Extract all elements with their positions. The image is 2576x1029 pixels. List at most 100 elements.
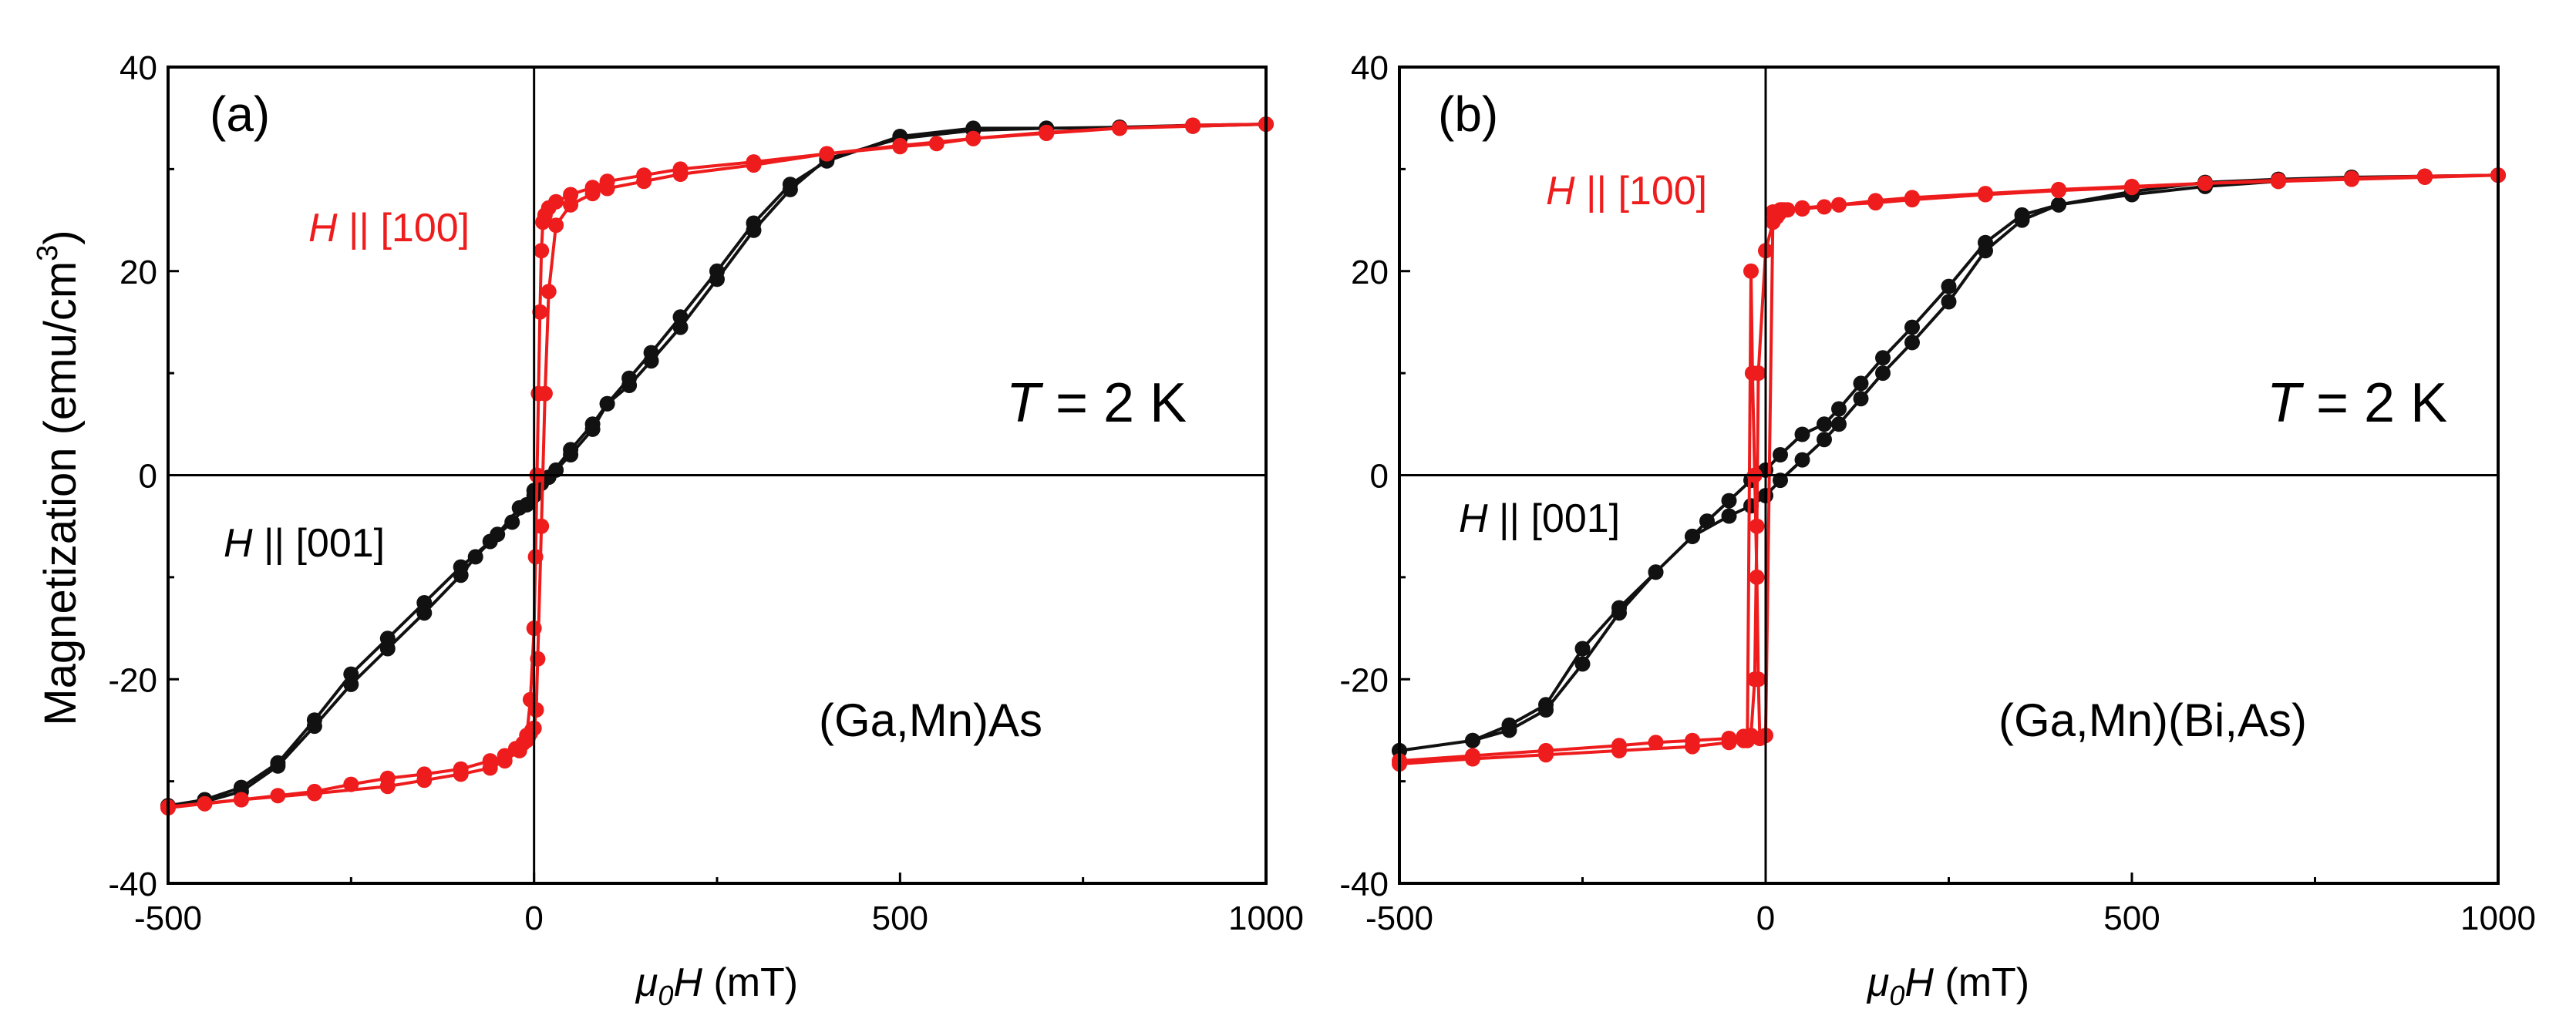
data-point-100-a	[511, 742, 527, 758]
data-point-100-a	[379, 778, 396, 795]
data-point-100-b	[2417, 168, 2433, 184]
data-point-100-a	[519, 728, 535, 744]
data-point-100-a	[540, 284, 557, 300]
data-point-001-a	[306, 718, 322, 735]
data-point-001-a	[453, 567, 469, 583]
data-point-001-b	[1574, 656, 1591, 672]
data-point-001-a	[270, 758, 286, 774]
axis-layer-b: -500 0 500 1000 -40 -20 0 20 40	[1339, 49, 2536, 937]
data-point-001-a	[511, 499, 527, 516]
data-point-100-a	[532, 304, 548, 320]
data-point-001-b	[2014, 207, 2030, 223]
data-point-001-b	[1853, 375, 1869, 392]
data-point-100-a	[534, 243, 550, 259]
data-point-100-b	[2051, 183, 2066, 199]
y-tick-label-a: -20	[108, 661, 157, 699]
data-point-100-a	[819, 146, 835, 162]
data-point-001-b	[1941, 278, 1957, 294]
data-point-001-a	[490, 526, 506, 543]
x-tick-label-b: 0	[1756, 900, 1775, 937]
data-point-100-a	[343, 776, 359, 792]
x-tick-label-a: 0	[524, 900, 543, 937]
data-point-100-a	[522, 691, 538, 708]
data-point-100-a	[599, 173, 615, 190]
data-point-100-b	[1749, 569, 1765, 585]
data-point-001-a	[584, 421, 601, 437]
data-point-100-b	[1744, 365, 1760, 382]
data-point-100-a	[534, 518, 550, 534]
y-tick-label-a: 20	[120, 254, 157, 291]
data-point-100-b	[1648, 735, 1664, 751]
y-tick-label-b: -20	[1339, 661, 1389, 699]
y-tick-label-b: 20	[1351, 254, 1389, 291]
data-point-001-b	[1875, 365, 1891, 382]
panel-label-b: (b)	[1438, 86, 1498, 142]
data-point-100-b	[2271, 172, 2286, 188]
data-point-001-b	[1648, 564, 1664, 580]
data-point-100-b	[1685, 738, 1700, 755]
data-point-100-b	[1749, 518, 1765, 534]
data-point-100-a	[233, 792, 249, 808]
data-point-001-a	[416, 605, 433, 621]
data-point-001-a	[709, 271, 725, 288]
data-point-100-a	[584, 180, 601, 196]
x-tick-label-b: 1000	[2460, 900, 2536, 937]
direction-label-100-b: H || [100]	[1546, 169, 1707, 214]
data-point-100-b	[1794, 200, 1810, 216]
x-axis-title-a: μ0H (mT)	[635, 960, 798, 1011]
data-point-100-b	[1904, 192, 1920, 208]
data-point-001-b	[1904, 319, 1920, 335]
data-point-100-b	[1465, 751, 1480, 767]
data-point-001-a	[343, 676, 359, 692]
data-point-100-a	[1185, 117, 1201, 133]
data-point-001-b	[1904, 335, 1920, 351]
x-axis-title-b: μ0H (mT)	[1866, 960, 2029, 1011]
data-point-001-b	[2051, 197, 2066, 213]
data-point-001-b	[1817, 416, 1832, 432]
data-point-100-b	[1765, 204, 1781, 220]
data-point-100-b	[1867, 195, 1884, 211]
data-point-001-a	[548, 462, 564, 478]
data-point-100-a	[1112, 120, 1128, 136]
sample-label-b: (Ga,Mn)(Bi,As)	[1999, 694, 2307, 746]
data-point-001-b	[1611, 605, 1627, 621]
data-point-001-b	[1465, 732, 1480, 748]
data-point-001-b	[1794, 426, 1810, 442]
data-point-001-b	[1794, 452, 1810, 468]
data-point-100-a	[672, 161, 689, 177]
data-point-001-b	[1853, 391, 1869, 407]
data-point-100-a	[530, 651, 546, 667]
x-tick-label-b: 500	[2103, 900, 2160, 937]
data-point-100-b	[1611, 742, 1627, 758]
y-tick-label-b: -40	[1339, 866, 1389, 903]
data-point-100-b	[1817, 199, 1832, 215]
data-point-100-a	[636, 167, 652, 183]
data-point-100-b	[1736, 732, 1752, 748]
data-point-001-a	[621, 378, 638, 393]
axis-layer-a: -500 0 500 1000 -40 -20 0 20 40	[108, 49, 1304, 937]
sample-label-a: (Ga,Mn)As	[819, 694, 1042, 746]
data-point-001-a	[504, 514, 520, 530]
data-point-001-b	[1773, 447, 1788, 462]
direction-label-001-b: H || [001]	[1459, 496, 1620, 541]
y-tick-label-a: 0	[139, 458, 157, 496]
data-point-100-a	[453, 766, 469, 782]
data-point-001-b	[1941, 294, 1957, 310]
x-tick-label-b: -500	[1365, 900, 1433, 937]
data-point-100-a	[548, 217, 564, 234]
data-point-001-a	[599, 395, 615, 412]
data-point-001-b	[1773, 472, 1788, 489]
x-tick-label-a: -500	[134, 900, 202, 937]
data-point-100-b	[1538, 747, 1554, 763]
temperature-label-a: T = 2 K	[1006, 372, 1187, 434]
y-axis-title: Magnetization (emu/cm3)	[32, 230, 86, 725]
y-tick-label-b: 0	[1370, 458, 1389, 496]
data-point-001-b	[1501, 722, 1517, 738]
data-point-100-b	[1831, 197, 1847, 213]
data-point-100-b	[2124, 180, 2140, 196]
data-point-001-b	[1574, 641, 1591, 657]
y-tick-label-a: -40	[108, 866, 157, 903]
data-point-100-b	[2197, 175, 2213, 191]
data-point-001-a	[746, 222, 762, 238]
